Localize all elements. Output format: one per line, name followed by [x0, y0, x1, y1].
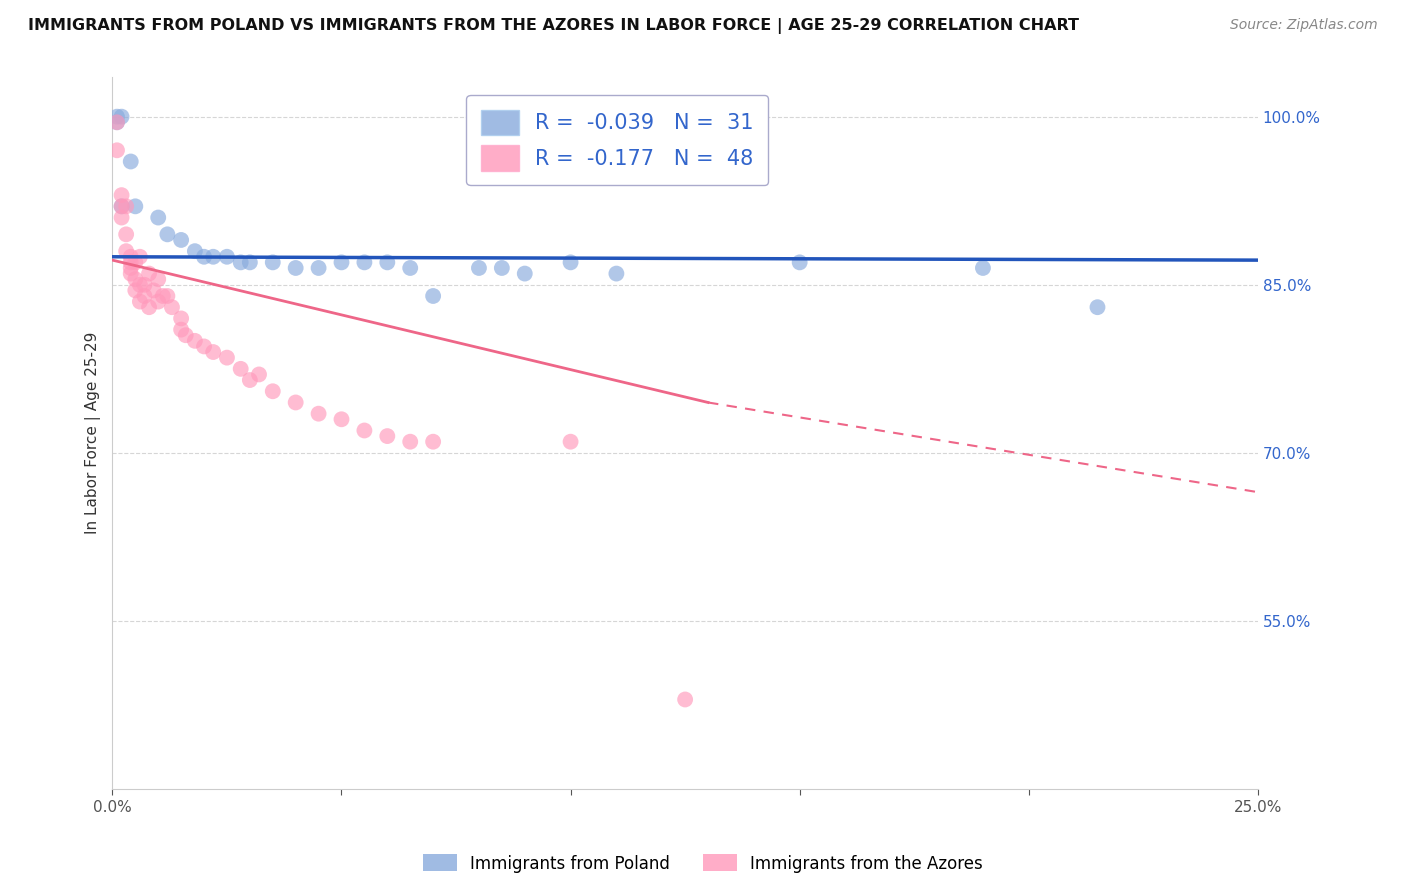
Point	[308, 260, 330, 275]
Point	[308, 407, 330, 421]
Point	[193, 250, 215, 264]
Point	[399, 434, 422, 449]
Text: IMMIGRANTS FROM POLAND VS IMMIGRANTS FROM THE AZORES IN LABOR FORCE | AGE 25-29 : IMMIGRANTS FROM POLAND VS IMMIGRANTS FRO…	[28, 18, 1080, 34]
Point	[184, 244, 207, 259]
Y-axis label: In Labor Force | Age 25-29: In Labor Force | Age 25-29	[86, 332, 101, 534]
Point	[491, 260, 513, 275]
Point	[120, 267, 142, 281]
Point	[170, 311, 193, 326]
Point	[560, 434, 582, 449]
Point	[120, 154, 142, 169]
Point	[110, 199, 132, 213]
Point	[513, 267, 536, 281]
Point	[148, 294, 170, 309]
Point	[560, 255, 582, 269]
Point	[124, 284, 146, 298]
Point	[105, 115, 128, 129]
Point	[105, 115, 128, 129]
Point	[156, 227, 179, 242]
Point	[1087, 300, 1109, 314]
Point	[375, 255, 398, 269]
Point	[399, 260, 422, 275]
Point	[120, 250, 142, 264]
Point	[330, 255, 353, 269]
Point	[229, 362, 252, 376]
Point	[215, 250, 238, 264]
Point	[120, 255, 142, 269]
Point	[422, 289, 444, 303]
Legend: R =  -0.039   N =  31, R =  -0.177   N =  48: R = -0.039 N = 31, R = -0.177 N = 48	[467, 95, 768, 186]
Point	[124, 272, 146, 286]
Point	[284, 260, 307, 275]
Point	[353, 255, 375, 269]
Point	[229, 255, 252, 269]
Point	[115, 244, 138, 259]
Point	[262, 255, 284, 269]
Point	[202, 250, 225, 264]
Point	[193, 339, 215, 353]
Point	[110, 199, 132, 213]
Point	[184, 334, 207, 348]
Point	[115, 227, 138, 242]
Point	[353, 424, 375, 438]
Text: Source: ZipAtlas.com: Source: ZipAtlas.com	[1230, 18, 1378, 32]
Point	[105, 110, 128, 124]
Point	[605, 267, 627, 281]
Legend: Immigrants from Poland, Immigrants from the Azores: Immigrants from Poland, Immigrants from …	[416, 847, 990, 880]
Point	[148, 211, 170, 225]
Point	[134, 277, 156, 292]
Point	[202, 345, 225, 359]
Point	[105, 143, 128, 157]
Point	[422, 434, 444, 449]
Point	[148, 272, 170, 286]
Point	[129, 250, 152, 264]
Point	[239, 255, 262, 269]
Point	[262, 384, 284, 399]
Point	[110, 188, 132, 202]
Point	[138, 300, 160, 314]
Point	[174, 328, 197, 343]
Point	[110, 110, 132, 124]
Point	[138, 267, 160, 281]
Point	[160, 300, 183, 314]
Point	[170, 233, 193, 247]
Point	[247, 368, 270, 382]
Point	[156, 289, 179, 303]
Point	[129, 277, 152, 292]
Point	[124, 199, 146, 213]
Point	[468, 260, 491, 275]
Point	[284, 395, 307, 409]
Point	[673, 692, 696, 706]
Point	[120, 260, 142, 275]
Point	[142, 284, 165, 298]
Point	[110, 211, 132, 225]
Point	[134, 289, 156, 303]
Point	[129, 294, 152, 309]
Point	[152, 289, 174, 303]
Point	[215, 351, 238, 365]
Point	[330, 412, 353, 426]
Point	[789, 255, 811, 269]
Point	[115, 199, 138, 213]
Point	[239, 373, 262, 387]
Point	[375, 429, 398, 443]
Point	[170, 323, 193, 337]
Point	[972, 260, 994, 275]
Point	[124, 255, 146, 269]
